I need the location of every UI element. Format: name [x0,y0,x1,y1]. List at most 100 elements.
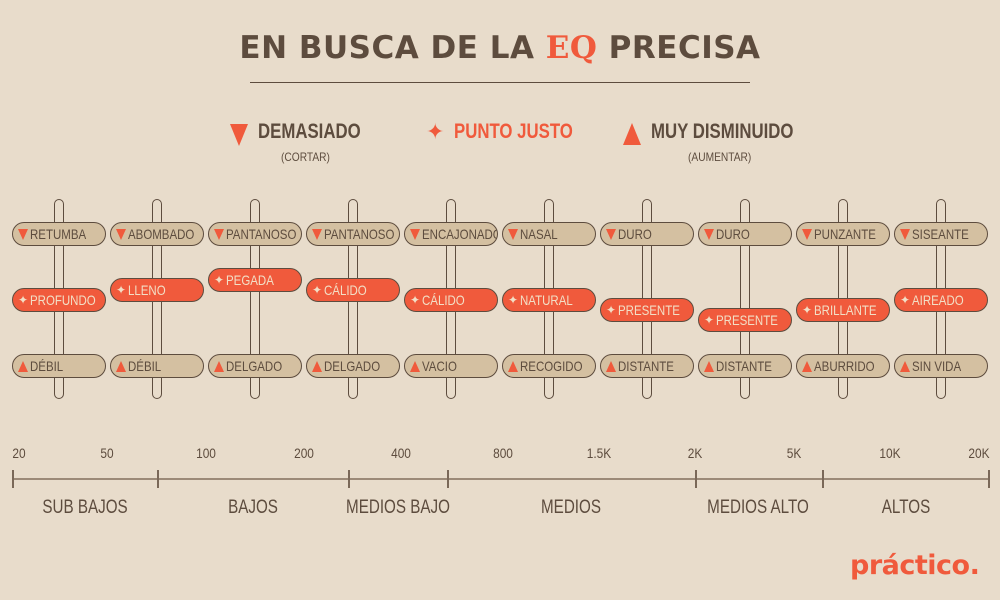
page-title: EN BUSCA DE LA EQ PRECISA [0,30,1000,66]
sparkle-icon: ✦ [802,303,813,317]
too-little-pill: ABURRIDO [796,354,890,378]
triangle-down-icon [900,228,910,240]
sweet-spot-pill[interactable]: ✦ AIREADO [894,288,988,312]
axis-tick [447,470,449,488]
sweet-spot-pill[interactable]: ✦ CÁLIDO [306,278,400,302]
triangle-down-icon [230,124,248,146]
band-label: SUB BAJOS [42,497,128,518]
triangle-up-icon [214,360,224,372]
too-much-pill: PANTANOSO [208,222,302,246]
triangle-down-icon [704,228,714,240]
freq-label: 50 [100,445,114,461]
pill-label: DURO [716,226,750,242]
pill-label: AIREADO [912,292,964,308]
legend-too-much: DEMASIADO (CORTAR) [230,120,386,164]
pill-label: ABURRIDO [814,358,875,374]
too-little-pill: DELGADO [208,354,302,378]
pill-label: LLENO [128,282,166,298]
title-prefix: EN BUSCA DE LA [239,30,546,66]
pill-label: DURO [618,226,652,242]
sweet-spot-pill[interactable]: ✦ PEGADA [208,268,302,292]
freq-label: 20K [968,445,990,461]
freq-label: 100 [196,445,216,461]
pill-label: PANTANOSO [226,226,297,242]
pill-label: VACIO [422,358,457,374]
triangle-up-icon [18,360,28,372]
triangle-up-icon [704,360,714,372]
pill-label: SISEANTE [912,226,969,242]
sweet-spot-pill[interactable]: ✦ CÁLIDO [404,288,498,312]
sparkle-icon: ✦ [214,273,225,287]
pill-label: NATURAL [520,292,573,308]
triangle-up-icon [802,360,812,372]
title-divider [250,82,750,83]
pill-label: NASAL [520,226,558,242]
pill-label: PEGADA [226,272,274,288]
legend-sublabel: (CORTAR) [281,150,330,164]
sparkle-icon: ✦ [312,283,323,297]
title-suffix: PRECISA [597,30,761,66]
pill-label: PRESENTE [716,312,778,328]
too-much-pill: RETUMBA [12,222,106,246]
too-much-pill: DURO [600,222,694,246]
band-label: MEDIOS BAJO [346,497,450,518]
pill-label: PROFUNDO [30,292,96,308]
too-much-pill: ABOMBADO [110,222,204,246]
pill-label: RECOGIDO [520,358,583,374]
axis-tick [695,470,697,488]
frequency-axis [12,478,989,480]
too-little-pill: DELGADO [306,354,400,378]
triangle-down-icon [312,228,322,240]
triangle-up-icon [410,360,420,372]
triangle-up-icon [508,360,518,372]
sparkle-icon: ✦ [900,293,911,307]
legend-sublabel: (AUMENTAR) [688,150,752,164]
sweet-spot-pill[interactable]: ✦ PRESENTE [600,298,694,322]
triangle-up-icon [606,360,616,372]
triangle-down-icon [802,228,812,240]
too-little-pill: DISTANTE [600,354,694,378]
pill-label: DELGADO [324,358,381,374]
pill-label: BRILLANTE [814,302,877,318]
too-much-pill: DURO [698,222,792,246]
axis-tick [822,470,824,488]
pill-label: ABOMBADO [128,226,195,242]
too-little-pill: DÉBIL [12,354,106,378]
band-label: MEDIOS [541,497,601,518]
legend-sweet-spot: ✦ PUNTO JUSTO [426,120,603,144]
triangle-down-icon [410,228,420,240]
sweet-spot-pill[interactable]: ✦ LLENO [110,278,204,302]
too-little-pill: SIN VIDA [894,354,988,378]
title-highlight: EQ [545,30,598,66]
freq-label: 400 [391,445,411,461]
pill-label: SIN VIDA [912,358,962,374]
sparkle-icon: ✦ [426,119,445,144]
pill-label: RETUMBA [30,226,87,242]
sparkle-icon: ✦ [116,283,127,297]
sparkle-icon: ✦ [606,303,617,317]
too-much-pill: PUNZANTE [796,222,890,246]
slider-track [740,199,750,399]
sweet-spot-pill[interactable]: ✦ PRESENTE [698,308,792,332]
triangle-up-icon [900,360,910,372]
sweet-spot-pill[interactable]: ✦ BRILLANTE [796,298,890,322]
triangle-down-icon [508,228,518,240]
freq-label: 20 [12,445,26,461]
freq-label: 2K [687,445,703,461]
axis-tick [12,470,14,488]
sweet-spot-pill[interactable]: ✦ NATURAL [502,288,596,312]
too-much-pill: PANTANOSO [306,222,400,246]
sparkle-icon: ✦ [508,293,519,307]
triangle-down-icon [116,228,126,240]
band-label: BAJOS [228,497,278,518]
pill-label: DELGADO [226,358,283,374]
slider-track [250,199,260,399]
too-little-pill: DISTANTE [698,354,792,378]
brand-logo: práctico. [850,550,980,581]
pill-label: DÉBIL [128,358,162,374]
too-much-pill: ENCAJONADO [404,222,498,246]
sweet-spot-pill[interactable]: ✦ PROFUNDO [12,288,106,312]
too-much-pill: NASAL [502,222,596,246]
triangle-down-icon [606,228,616,240]
pill-label: DISTANTE [618,358,674,374]
